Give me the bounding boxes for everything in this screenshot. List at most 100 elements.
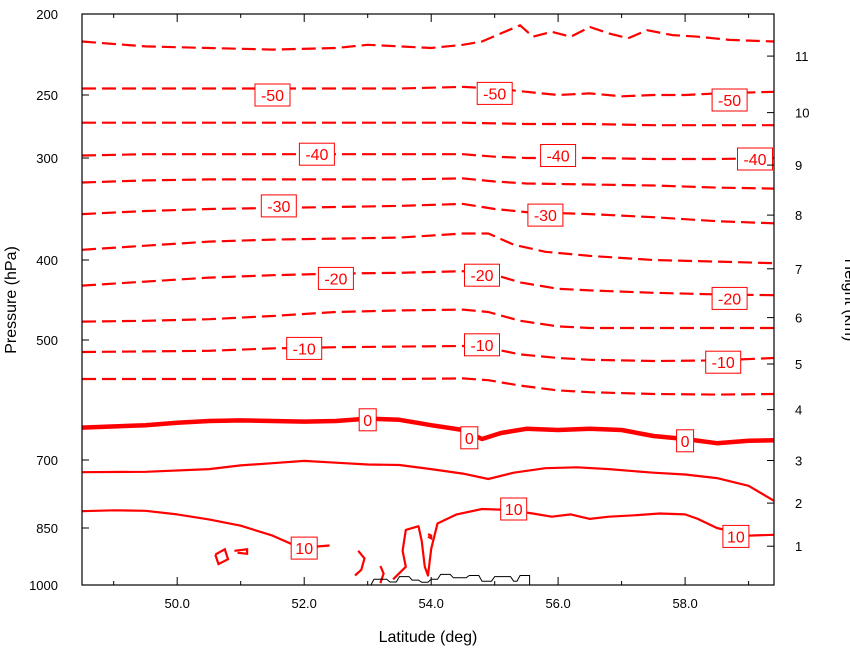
- contour-label-box: [290, 536, 318, 560]
- y-tick-label: 300: [36, 151, 58, 166]
- small-contour-4: [427, 533, 433, 541]
- contour-line-5: [81, 202, 775, 225]
- contour-line-2: [82, 121, 774, 127]
- contour-label: -40: [298, 142, 335, 166]
- contour-label: 10: [722, 524, 750, 548]
- contour-label-text-1: -50: [483, 86, 506, 103]
- contour-label-box: [476, 81, 513, 105]
- y2-tick-label: 2: [795, 496, 802, 511]
- x-tick-label: 54.0: [419, 596, 444, 611]
- contour-label-text-14: 0: [363, 413, 372, 430]
- small-contour-1: [234, 548, 249, 556]
- contour-label-layer: -50 -50 -50 -40 -40 -40 -30 -30 -20 -20 -20 -10 -10 -…: [254, 81, 773, 560]
- x-tick-label: 58.0: [672, 596, 697, 611]
- contour-label-text-17: 10: [505, 502, 523, 519]
- contour-label-box: [254, 83, 291, 107]
- contour-label: -40: [737, 147, 773, 171]
- x-tick-label: 50.0: [165, 596, 190, 611]
- contour-label-text-13: -10: [712, 355, 735, 372]
- contour-label-text-2: -50: [718, 93, 741, 110]
- y-tick-label: 250: [36, 88, 58, 103]
- contour-label: -10: [464, 333, 500, 357]
- contour-line-12: [81, 459, 775, 502]
- contour-label: -10: [705, 350, 742, 374]
- y-axis-pressure: 200 250 300 400 500 700 850 1000: [29, 7, 89, 593]
- contour-label-box: [711, 88, 748, 112]
- contour-line-4: [81, 177, 775, 190]
- contour-label-box: [527, 203, 564, 227]
- y2-tick-label: 7: [795, 262, 802, 277]
- contour-label-box: [260, 194, 297, 218]
- contour-line-0: [81, 24, 775, 51]
- contour-label: -30: [527, 203, 564, 227]
- contour-label-box: [460, 426, 479, 450]
- contour-label: -20: [464, 263, 500, 287]
- contour-label-text-0: -50: [261, 88, 284, 105]
- contour-label-box: [500, 497, 528, 521]
- small-contour-3: [379, 565, 385, 584]
- y2-tick-label: 5: [795, 357, 802, 372]
- y-axis-title: Pressure (hPa): [3, 246, 20, 354]
- y2-tick-label: 3: [795, 454, 802, 469]
- contour-label-text-12: -10: [470, 338, 493, 355]
- contour-label: 0: [676, 429, 695, 453]
- y-tick-label: 400: [36, 253, 58, 268]
- contour-label: -30: [260, 194, 297, 218]
- contour-label: -20: [317, 266, 354, 290]
- terrain-outline: [370, 573, 531, 586]
- contour-label: -10: [286, 336, 323, 360]
- contour-label-text-7: -30: [534, 208, 557, 225]
- contour-label: -20: [711, 286, 748, 310]
- y-tick-label: 700: [36, 453, 58, 468]
- contour-label: 0: [460, 426, 479, 450]
- contour-label-text-15: 0: [465, 431, 474, 448]
- y2-tick-label: 10: [795, 106, 809, 121]
- small-contour-2: [354, 550, 366, 577]
- contour-label-text-10: -20: [718, 291, 741, 308]
- y-tick-label: 500: [36, 333, 58, 348]
- contour-label-text-4: -40: [547, 149, 570, 166]
- contour-line-6: [81, 232, 775, 265]
- contour-label-box: [317, 266, 354, 290]
- contour-label: -50: [711, 88, 748, 112]
- contour-label: 10: [290, 536, 318, 560]
- x-tick-label: 56.0: [545, 596, 570, 611]
- y2-tick-label: 9: [795, 158, 802, 173]
- contour-label-box: [358, 408, 377, 432]
- contour-label: -50: [254, 83, 291, 107]
- contour-line-8: [81, 308, 774, 330]
- contour-label-box: [298, 142, 335, 166]
- y-tick-label: 200: [36, 7, 58, 22]
- contour-label: 10: [500, 497, 528, 521]
- y-tick-label: 850: [36, 521, 58, 536]
- contour-label-box: [676, 429, 695, 453]
- contour-label-text-5: -40: [743, 152, 766, 169]
- y2-axis-title: Height (km): [841, 259, 850, 342]
- contour-label-text-9: -20: [470, 268, 493, 285]
- small-contour-0: [214, 547, 230, 566]
- contour-line-10: [82, 377, 775, 396]
- contour-label-box: [722, 524, 750, 548]
- contour-label-text-16: 0: [681, 434, 690, 451]
- y2-tick-label: 6: [795, 311, 802, 326]
- y2-tick-label: 4: [795, 403, 802, 418]
- contour-label-text-18: 10: [295, 541, 313, 558]
- contour-line-3: [81, 153, 775, 161]
- contour-label: -40: [540, 144, 577, 167]
- y-tick-label: 1000: [29, 578, 58, 593]
- terrain-layer: [370, 573, 531, 586]
- contour-label-box: [705, 350, 742, 374]
- x-tick-label: 52.0: [292, 596, 317, 611]
- y-axis-height: 1 2 3 4 5 6 7 8 9 10 11: [767, 49, 809, 554]
- contour-label-box: [540, 144, 577, 167]
- contour-label-text-6: -30: [267, 199, 290, 216]
- contour-label: 0: [358, 408, 377, 432]
- contour-label-text-8: -20: [324, 271, 347, 288]
- y2-tick-label: 11: [795, 49, 809, 64]
- y2-tick-label: 1: [795, 539, 802, 554]
- contour-label-box: [737, 147, 773, 171]
- contour-label-text-19: 10: [727, 529, 745, 546]
- x-axis-title: Latitude (deg): [379, 629, 478, 646]
